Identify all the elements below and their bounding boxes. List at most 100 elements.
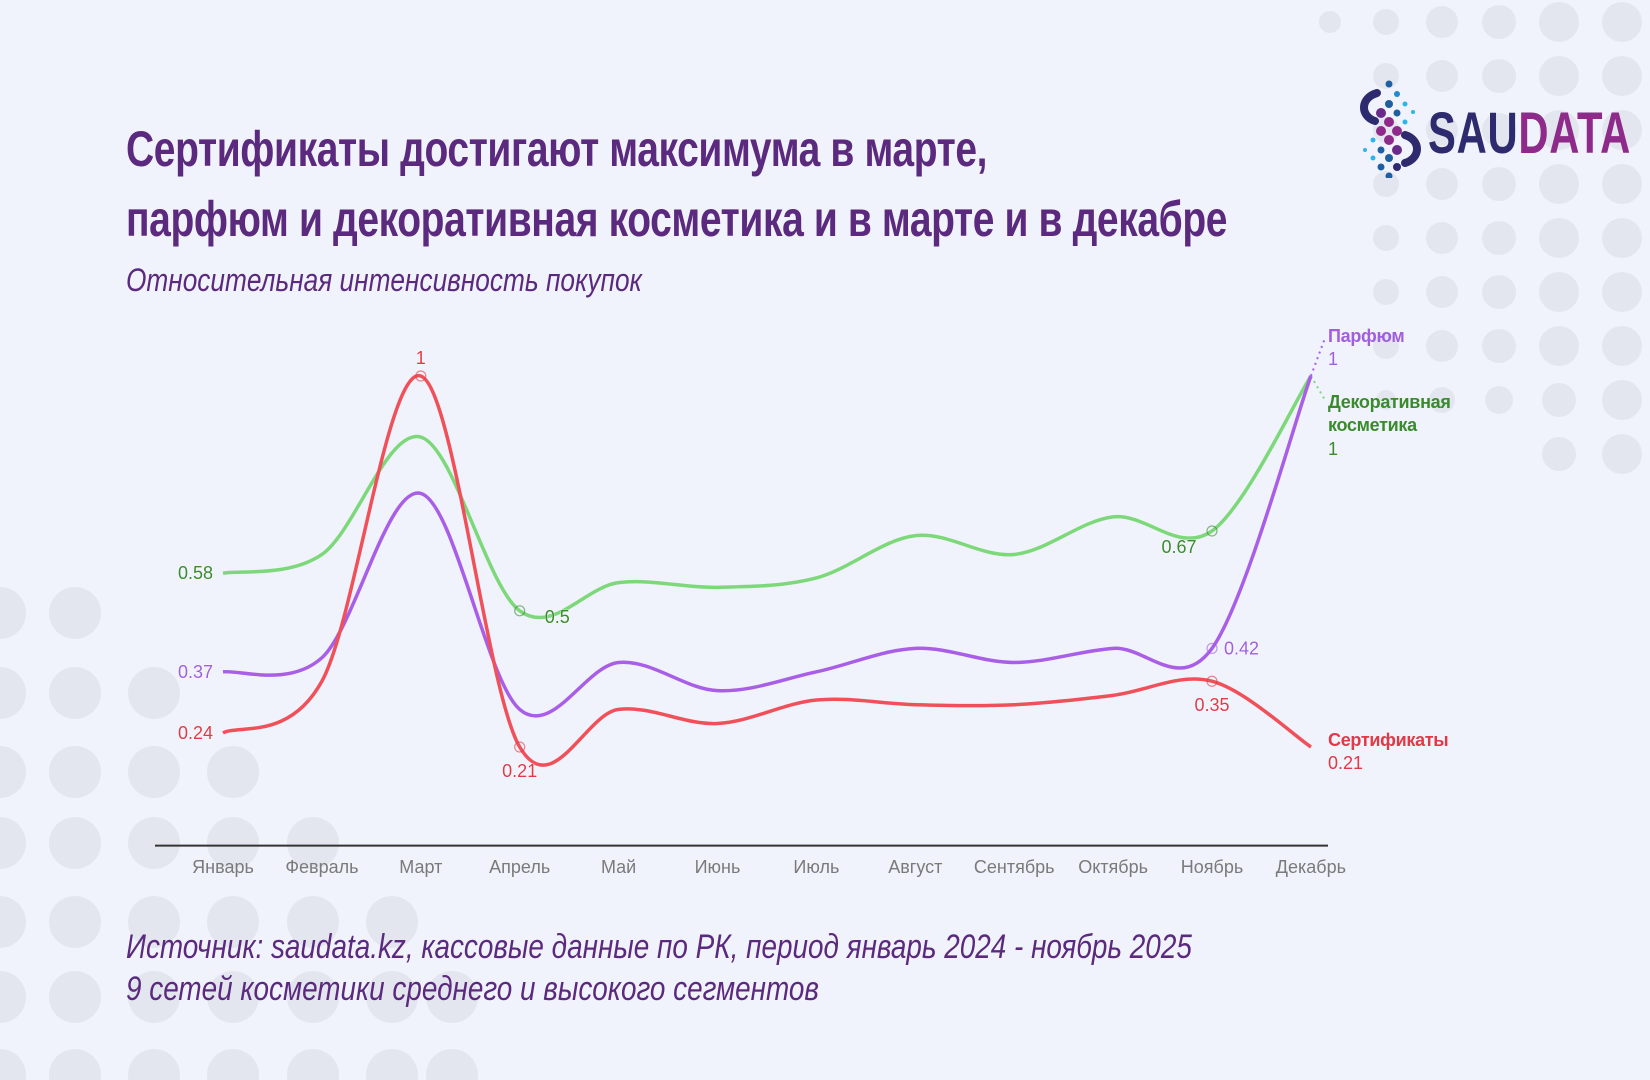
decor-dot <box>1539 164 1579 204</box>
decor-dot <box>1373 333 1399 359</box>
decor-dot <box>0 1049 26 1080</box>
source-note-line-1: Источник: saudata.kz, кассовые данные по… <box>126 928 1192 966</box>
decor-dot <box>128 1049 180 1080</box>
x-tick-label: Февраль <box>285 857 358 877</box>
decor-dot <box>1373 63 1399 89</box>
decor-dot <box>1482 167 1516 201</box>
source-note-line-2: 9 сетей косметики среднего и высокого се… <box>126 970 819 1008</box>
x-tick-label: Июнь <box>695 857 741 877</box>
decor-dot <box>128 896 180 948</box>
decor-dot <box>49 667 101 719</box>
decor-dot <box>1542 437 1576 471</box>
x-tick-label: Май <box>601 857 636 877</box>
decor-dot <box>1539 326 1579 366</box>
x-tick-label: Октябрь <box>1078 857 1148 877</box>
series-line <box>222 374 1312 767</box>
decor-dot <box>128 746 180 798</box>
decor-dot <box>0 971 26 1023</box>
x-tick-label: Январь <box>192 857 254 877</box>
decor-dot <box>1482 275 1516 309</box>
decor-dot <box>1429 387 1455 413</box>
decor-dot <box>1426 330 1458 362</box>
decor-dot <box>1426 60 1458 92</box>
decor-dot <box>1426 114 1458 146</box>
x-tick-label: Декабрь <box>1276 857 1346 877</box>
decor-dot <box>1373 279 1399 305</box>
decor-dot <box>366 896 418 948</box>
decor-dot <box>1485 386 1513 414</box>
decor-dot <box>1376 390 1396 410</box>
decor-dot <box>0 587 26 639</box>
decor-dot <box>207 1049 259 1080</box>
decor-dot <box>1602 326 1642 366</box>
decor-dot <box>0 817 26 869</box>
decor-dot <box>1482 221 1516 255</box>
decor-dot <box>1426 168 1458 200</box>
decor-dot <box>1602 272 1642 312</box>
decor-dot <box>1426 222 1458 254</box>
series-end-value: 1 <box>1328 349 1338 369</box>
series-0: 0.58 0.5 0.67 Декоративная косметика 1 <box>178 375 1451 627</box>
data-point-marker <box>1206 675 1218 687</box>
decor-dot <box>1373 225 1399 251</box>
decor-dot <box>1602 380 1642 420</box>
decor-dot <box>49 896 101 948</box>
decor-dot <box>1373 9 1399 35</box>
decor-dot <box>207 817 259 869</box>
decor-dot <box>426 971 478 1023</box>
decor-dot <box>287 896 339 948</box>
data-point-marker <box>415 370 427 382</box>
decor-dot <box>1482 59 1516 93</box>
decor-dot <box>1602 164 1642 204</box>
decor-dot <box>1482 113 1516 147</box>
decor-dot <box>49 1049 101 1080</box>
series-end-label: косметика <box>1328 415 1418 435</box>
data-label: 1 <box>416 348 426 368</box>
data-point-marker <box>514 741 526 753</box>
x-tick-label: Август <box>888 857 942 877</box>
decor-dot <box>1602 218 1642 258</box>
end-label-leader <box>1310 375 1326 401</box>
decor-dot <box>1539 272 1579 312</box>
decor-dot <box>1539 110 1579 150</box>
data-label: 0.24 <box>178 723 213 743</box>
saudata-logo-text: SAUDATA <box>1428 100 1631 167</box>
data-label: 0.5 <box>545 607 570 627</box>
series-end-label: Сертификаты <box>1328 730 1448 750</box>
page-subtitle: Относительная интенсивность покупок <box>126 262 642 298</box>
decor-dot <box>1482 329 1516 363</box>
series-line <box>222 375 1313 718</box>
decor-dot <box>366 1049 418 1080</box>
decor-dot <box>1539 2 1579 42</box>
decor-dot <box>49 746 101 798</box>
data-point-marker <box>1206 642 1218 654</box>
decor-dot <box>207 971 259 1023</box>
decor-dot <box>1602 56 1642 96</box>
decor-dot <box>49 587 101 639</box>
decor-dot <box>366 971 418 1023</box>
saudata-logo-icon <box>1360 80 1421 178</box>
decor-dot <box>128 817 180 869</box>
series-end-value: 1 <box>1328 439 1338 459</box>
decor-dot <box>1539 56 1579 96</box>
data-label: 0.21 <box>502 761 537 781</box>
decor-dot <box>128 667 180 719</box>
decor-dot <box>1319 11 1341 33</box>
decor-dot <box>287 817 339 869</box>
data-point-marker <box>514 605 526 617</box>
page-title-line-2: парфюм и декоративная косметика и в март… <box>126 191 1228 247</box>
decor-dot <box>0 667 26 719</box>
end-label-leader <box>1309 337 1326 377</box>
decor-dot <box>1426 6 1458 38</box>
decor-dot <box>1602 2 1642 42</box>
decor-dot <box>1482 5 1516 39</box>
decor-dot <box>1542 383 1576 417</box>
x-tick-label: Апрель <box>489 857 550 877</box>
page-title-line-1: Сертификаты достигают максимума в марте, <box>126 121 988 177</box>
decor-dot <box>0 746 26 798</box>
series-line <box>222 375 1313 620</box>
series-end-value: 0.21 <box>1328 753 1363 773</box>
data-label: 0.67 <box>1161 537 1196 557</box>
